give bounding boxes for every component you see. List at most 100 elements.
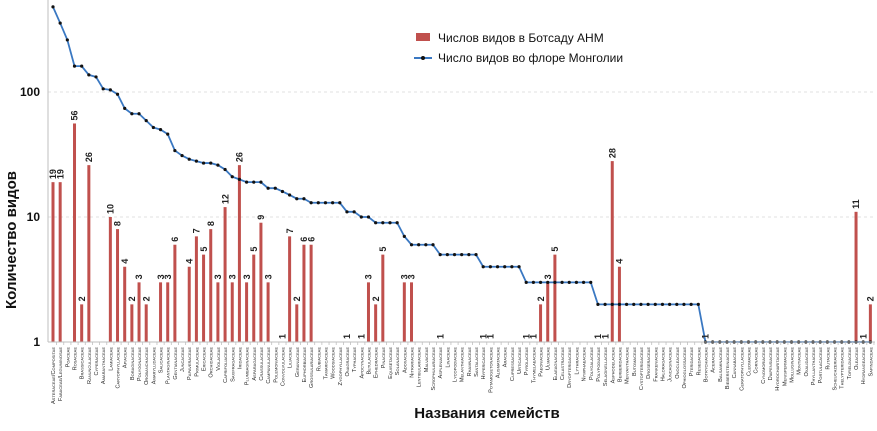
- gridlines: [48, 91, 875, 218]
- line-point: [653, 302, 657, 306]
- bar: [216, 282, 220, 342]
- x-tick-label: Paeoniaceae: [539, 347, 545, 377]
- data-label: 28: [607, 148, 617, 158]
- bar: [245, 282, 249, 342]
- bar: [295, 304, 299, 342]
- x-tick-label: Solanaceae: [395, 347, 401, 376]
- x-tick-label: Scrophulariaceae: [431, 347, 437, 391]
- data-label: 10: [106, 204, 116, 214]
- x-tick-label: Biebersteiniaceae: [725, 347, 731, 390]
- data-label: 6: [170, 237, 180, 242]
- x-tick-label: Papaveraceae: [187, 347, 193, 380]
- data-label: 1: [521, 334, 531, 339]
- bar: [87, 165, 91, 342]
- x-tick-label: Linaceae: [445, 347, 451, 368]
- legend-marker: [421, 56, 425, 60]
- line-point: [639, 302, 643, 306]
- line-point: [467, 253, 471, 257]
- line-point: [323, 201, 328, 205]
- x-tick-label: Malvaceae: [424, 347, 430, 373]
- line-point: [201, 161, 206, 165]
- x-tick-label: Pyrolaceae: [524, 347, 530, 376]
- x-tick-label: Orchidaceae: [209, 347, 215, 378]
- x-tick-label: Liliaceae: [288, 347, 294, 368]
- x-axis-title: Названия семейств: [414, 405, 559, 422]
- x-tick-label: Cannabaceae: [732, 347, 738, 379]
- x-tick-label: Oxalidaceae: [804, 347, 810, 377]
- data-label: 2: [866, 296, 876, 301]
- x-tick-label: Diapensiaceae: [768, 347, 774, 381]
- bar: [187, 266, 191, 342]
- data-label: 5: [378, 247, 388, 252]
- line-point: [546, 280, 550, 284]
- x-tick-label: Pinaceae: [381, 347, 387, 369]
- line-point: [374, 221, 378, 225]
- line-point: [596, 302, 600, 306]
- line-point: [237, 177, 242, 181]
- x-tick-label: Lentibulariaceae: [417, 347, 423, 388]
- x-tick-label: Adoxaceae: [402, 347, 408, 373]
- line-point: [366, 215, 371, 219]
- x-tick-label: Iridaceae: [237, 347, 243, 369]
- bar: [230, 282, 234, 342]
- x-tick-label: Cornaceae: [754, 347, 760, 374]
- data-label: 1: [435, 334, 445, 339]
- line-point: [553, 280, 557, 284]
- bar: [223, 207, 227, 342]
- line-point: [302, 197, 306, 201]
- data-label: 6: [306, 237, 316, 242]
- x-tick-label: Caprifoliaceae: [223, 347, 229, 383]
- x-tick-label: Aspleniaceae: [438, 347, 444, 379]
- x-tick-label: Lamiaceae: [108, 347, 114, 371]
- line-point: [280, 189, 285, 194]
- line-point: [402, 234, 406, 238]
- bar: [266, 282, 270, 342]
- x-tick-label: Haloragaceae: [660, 347, 666, 382]
- line-point: [309, 201, 313, 205]
- x-tick-label: Boraginaceae: [130, 347, 136, 380]
- line-point: [625, 302, 629, 306]
- x-tick-label: Aceraceae: [711, 347, 717, 373]
- x-tick-label: Juncaceae: [180, 347, 186, 372]
- data-label: 1: [357, 334, 367, 339]
- data-label: 5: [249, 247, 259, 252]
- line-point: [180, 153, 184, 158]
- data-label: 1: [529, 334, 539, 339]
- x-tick-label: Asparagaceae: [252, 347, 258, 381]
- x-tick-label: Plumbaginaceae: [245, 347, 251, 386]
- x-tick-label: Grossulariaceae: [309, 347, 315, 388]
- line-point: [395, 221, 399, 225]
- x-tick-label: Portulacaceae: [818, 347, 824, 384]
- line-point: [123, 106, 127, 110]
- bar: [252, 254, 256, 342]
- line-point: [331, 201, 335, 205]
- data-label: 1: [342, 334, 352, 339]
- line-point: [481, 265, 485, 269]
- data-label: 3: [263, 274, 273, 279]
- line-point: [474, 253, 478, 257]
- bar: [259, 222, 263, 342]
- x-tick-label: Phyllanthaceae: [811, 347, 817, 386]
- line-point: [94, 75, 98, 79]
- line-point: [660, 302, 665, 306]
- x-tick-label: Pteridaceae: [689, 347, 695, 377]
- x-tick-label: Cyperaceae: [94, 347, 100, 376]
- line-point: [610, 302, 614, 306]
- x-tick-label: Droseraceae: [646, 347, 652, 379]
- line-point: [252, 180, 256, 184]
- x-tick-label: Polemoniaceae: [273, 347, 279, 383]
- x-tick-label: Onocleaceae: [675, 347, 681, 379]
- bar: [73, 123, 77, 342]
- x-tick-label: Berberidaceae: [617, 347, 623, 382]
- x-tick-label: Hydrocharitaceae: [775, 347, 781, 391]
- x-tick-label: Brassicaceae: [80, 347, 86, 380]
- x-tick-label: Rhamnaceae: [467, 347, 473, 377]
- x-tick-label: Violaceae: [216, 347, 222, 371]
- legend-label-line: Число видов во флоре Монголии: [438, 51, 623, 65]
- data-label: 19: [48, 169, 58, 179]
- x-tick-label: Thelypteridaceae: [840, 347, 846, 389]
- x-tick-labels: Asteraceae/Compositae Fabaceae/Leguminosa…: [51, 347, 874, 404]
- line-point: [158, 128, 163, 132]
- line-point: [101, 87, 105, 91]
- x-tick-label: Ephedraceae: [374, 347, 380, 379]
